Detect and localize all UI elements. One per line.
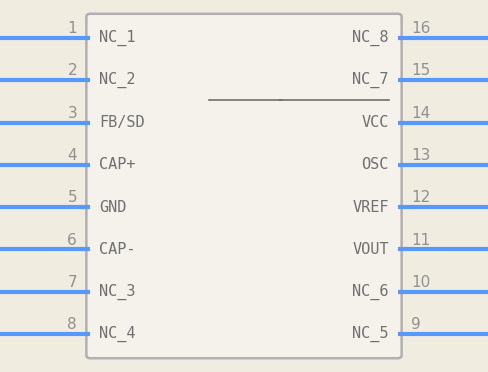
Text: VOUT: VOUT [352, 242, 389, 257]
Text: 7: 7 [67, 275, 77, 290]
Text: NC_4: NC_4 [99, 326, 136, 342]
Text: NC_5: NC_5 [352, 326, 389, 342]
Text: 2: 2 [67, 63, 77, 78]
Text: 12: 12 [411, 190, 430, 205]
Text: VCC: VCC [362, 115, 389, 130]
Text: 9: 9 [411, 317, 421, 332]
Text: CAP+: CAP+ [99, 157, 136, 172]
Text: NC_2: NC_2 [99, 72, 136, 88]
Text: 8: 8 [67, 317, 77, 332]
Text: 3: 3 [67, 106, 77, 121]
Text: 10: 10 [411, 275, 430, 290]
Text: NC_7: NC_7 [352, 72, 389, 88]
Text: 5: 5 [67, 190, 77, 205]
Text: NC_1: NC_1 [99, 30, 136, 46]
Text: 15: 15 [411, 63, 430, 78]
Text: NC_8: NC_8 [352, 30, 389, 46]
Text: OSC: OSC [362, 157, 389, 172]
Text: NC_3: NC_3 [99, 284, 136, 300]
Text: 1: 1 [67, 21, 77, 36]
Text: 4: 4 [67, 148, 77, 163]
Text: 6: 6 [67, 232, 77, 248]
Text: 14: 14 [411, 106, 430, 121]
Text: 16: 16 [411, 21, 430, 36]
Text: GND: GND [99, 200, 126, 215]
Text: FB/SD: FB/SD [99, 115, 144, 130]
Text: 11: 11 [411, 232, 430, 248]
Text: CAP-: CAP- [99, 242, 136, 257]
FancyBboxPatch shape [86, 14, 402, 358]
Text: NC_6: NC_6 [352, 284, 389, 300]
Text: VREF: VREF [352, 200, 389, 215]
Text: 13: 13 [411, 148, 430, 163]
